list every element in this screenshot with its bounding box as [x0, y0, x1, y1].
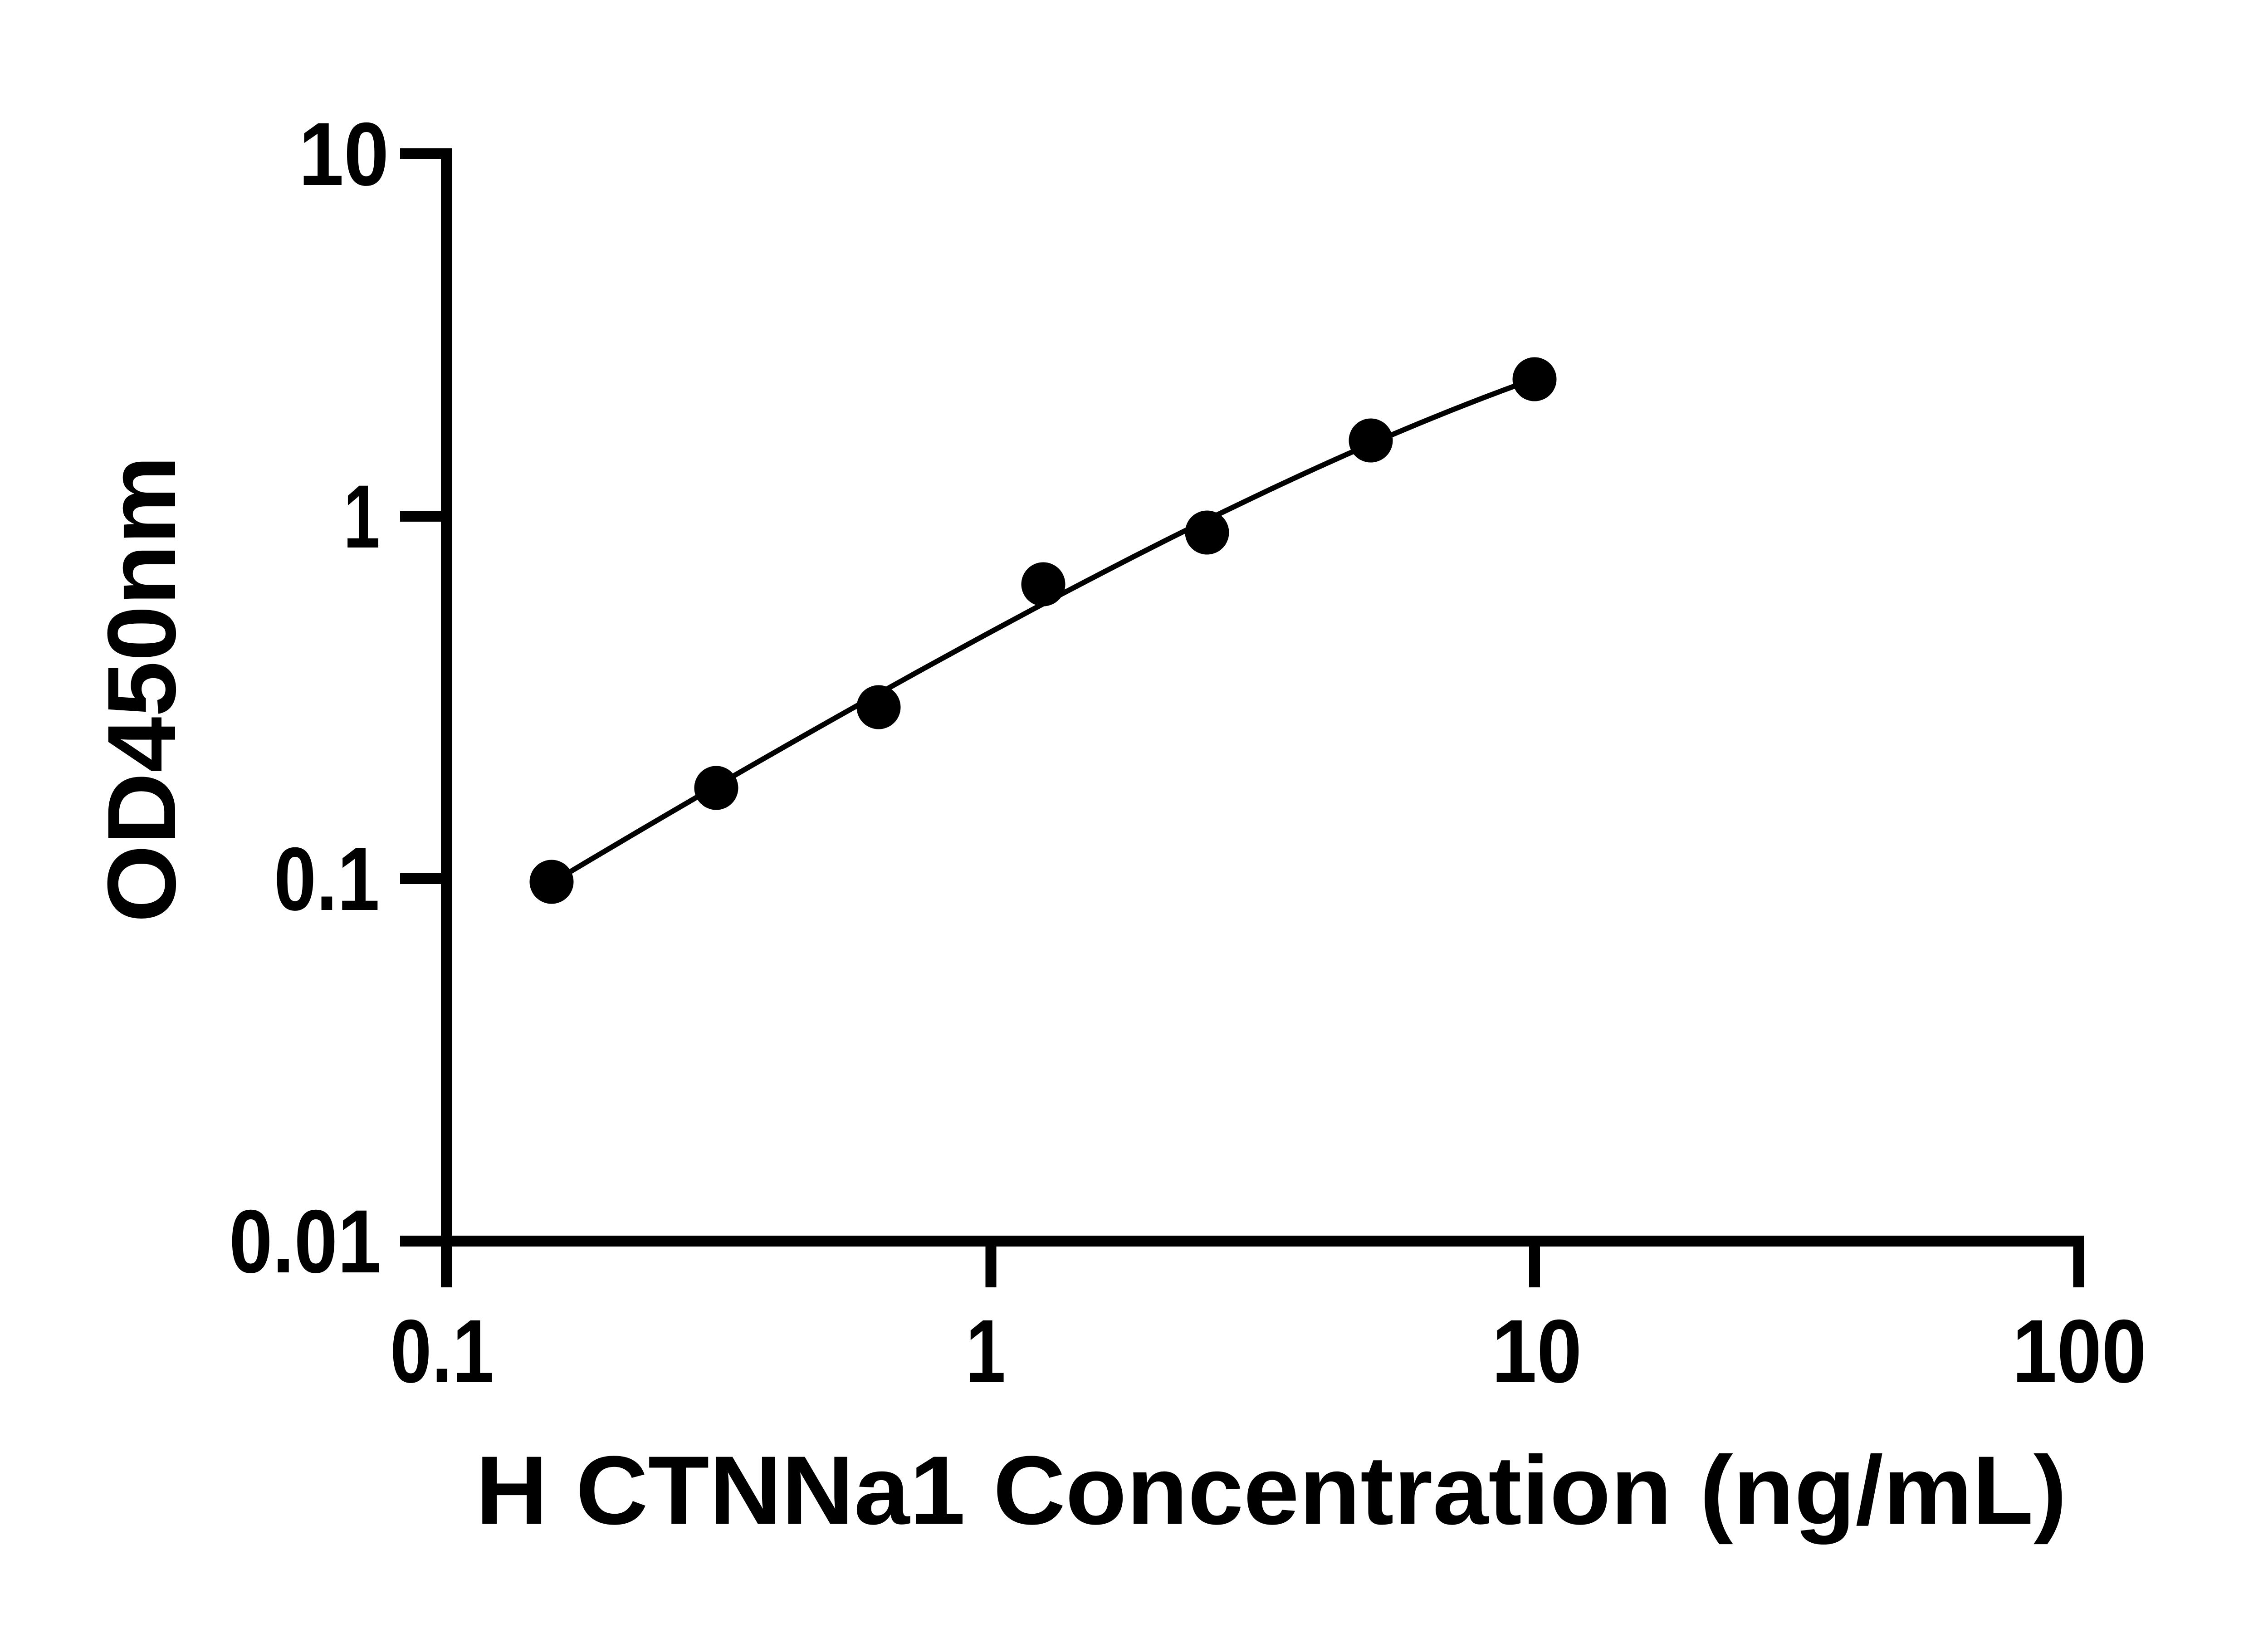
svg-text:H CTNNa1 Concentration (ng/mL): H CTNNa1 Concentration (ng/mL): [476, 1436, 2067, 1545]
svg-text:OD450nm: OD450nm: [88, 455, 196, 923]
svg-text:10: 10: [1491, 1301, 1582, 1401]
svg-text:1: 1: [343, 466, 380, 567]
svg-text:0.1: 0.1: [274, 829, 380, 929]
svg-text:0.1: 0.1: [390, 1301, 494, 1401]
svg-text:100: 100: [2012, 1301, 2146, 1401]
svg-text:10: 10: [298, 104, 389, 204]
svg-text:1: 1: [966, 1301, 1006, 1401]
svg-text:0.01: 0.01: [229, 1191, 381, 1291]
